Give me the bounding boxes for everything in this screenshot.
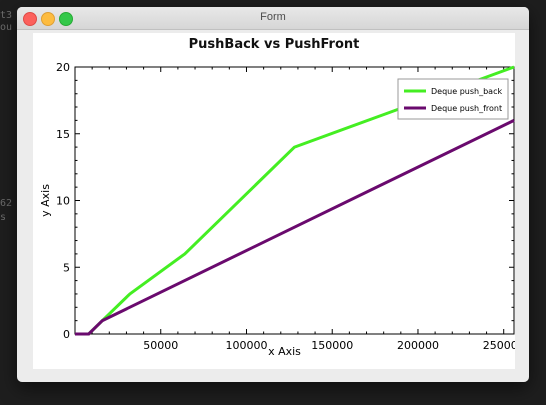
chart-title: PushBack vs PushFront [188,37,360,52]
legend-label-1: Deque push_back [431,87,502,96]
line-chart: 0 5 10 15 20 50000 100000 150000 200000 250000 x A… [39,61,515,358]
window-title: Form [260,11,286,23]
legend-label-2: Deque push_front [431,104,502,113]
y-tick-label: 10 [56,195,70,208]
legend-box [397,78,509,120]
x-tick-label: 50000 [143,339,178,352]
chart-area: PushBack vs PushFront 0 5 10 15 20 50000 10000… [33,33,515,369]
series-line-2 [75,119,515,336]
x-tick-label: 250000 [483,339,515,352]
y-tick-label: 20 [56,61,70,74]
y-tick-label: 15 [56,128,70,141]
x-tick-label: 200000 [397,339,439,352]
y-tick-label: 5 [63,261,70,274]
minimize-button[interactable] [41,12,55,26]
x-axis-label: x Axis [268,345,301,358]
background-text-1: t3 [0,10,13,21]
x-tick-label: 100000 [225,339,267,352]
title-bar[interactable]: Form [17,7,529,30]
y-tick-label: 0 [63,328,70,341]
maximize-button[interactable] [59,12,73,26]
x-tick-label: 150000 [311,339,353,352]
background-text-3: 62 [0,198,13,209]
close-button[interactable] [23,12,37,26]
background-text-2: ou [0,22,13,33]
y-axis-label: y Axis [39,184,52,217]
form-window: Form PushBack vs PushFront 0 5 10 15 20 50000… [17,7,529,382]
